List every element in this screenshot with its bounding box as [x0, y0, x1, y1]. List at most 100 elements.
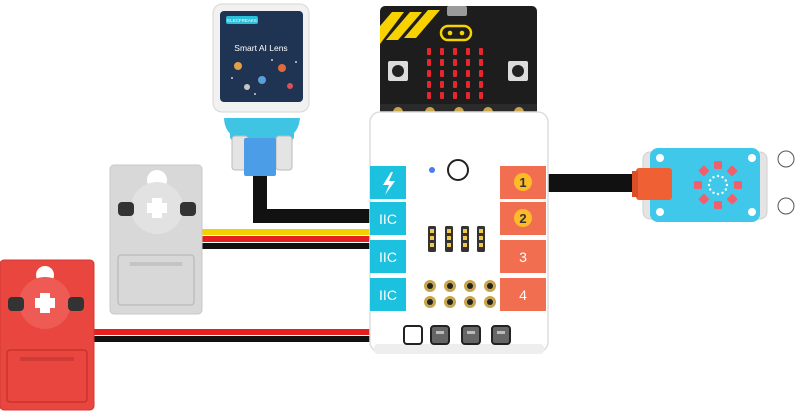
led-pixel	[440, 59, 444, 66]
ring-led	[727, 194, 738, 205]
motor-port-3[interactable]: 3	[500, 240, 546, 273]
motor-port-4[interactable]: 4	[500, 278, 546, 311]
cross-axle-icon	[35, 293, 55, 313]
cross-axle-icon	[147, 198, 167, 218]
gpio-pad-hole	[467, 283, 473, 289]
gpio-pad-hole	[427, 283, 433, 289]
iic-port-3-label: IIC	[379, 287, 397, 303]
red-servo	[0, 259, 95, 411]
led-pixel	[427, 92, 431, 99]
led-pixel	[453, 70, 457, 77]
ring-dot	[721, 176, 724, 179]
star-icon	[295, 61, 297, 63]
motor-port-1-label: 1	[519, 175, 526, 190]
power-port	[370, 166, 406, 199]
button-b[interactable]	[508, 61, 528, 81]
star-icon	[271, 59, 273, 61]
ring-mount-hole	[777, 150, 795, 168]
led-pixel	[453, 92, 457, 99]
star-icon	[231, 77, 233, 79]
reset-button[interactable]	[447, 159, 469, 181]
gpio-pad-hole	[487, 283, 493, 289]
board-stripes	[380, 10, 440, 44]
led-pixel	[427, 48, 431, 55]
motor-port-2[interactable]: 2	[500, 202, 546, 235]
led-pixel	[427, 81, 431, 88]
ring-dot	[725, 183, 729, 187]
touch-logo	[439, 24, 473, 42]
led-pixel	[453, 59, 457, 66]
iic-port-2[interactable]: IIC	[370, 240, 406, 273]
lens-brand-chip	[226, 16, 258, 24]
iic-port-3[interactable]: IIC	[370, 278, 406, 311]
gpio-pads	[424, 280, 496, 308]
ring-led	[694, 181, 702, 189]
planet-icon	[244, 84, 250, 90]
usb-port	[447, 6, 467, 16]
led-pixel	[440, 70, 444, 77]
iic-port-1[interactable]: IIC	[370, 202, 406, 235]
gpio-pad-hole	[427, 299, 433, 305]
led-pixel	[427, 59, 431, 66]
motor-port-4-label: 4	[519, 287, 527, 303]
button-a[interactable]	[388, 61, 408, 81]
ring-dot	[712, 191, 715, 194]
led-pixel	[466, 92, 470, 99]
lens-title: Smart AI Lens	[234, 43, 287, 53]
lens-brand-text: ELECFREAKS	[227, 18, 257, 23]
led-pixel	[466, 48, 470, 55]
ring-dot	[724, 179, 727, 182]
rgb-led-ring-module	[632, 148, 795, 222]
lens-iic-cable	[253, 176, 372, 223]
ring-led	[734, 181, 742, 189]
led-pixel	[479, 59, 483, 66]
motor-port-1[interactable]: 1	[500, 166, 546, 199]
led-pixel	[479, 70, 483, 77]
ring-dot	[712, 176, 715, 179]
led-pixel	[440, 48, 444, 55]
ring-dot	[721, 191, 724, 194]
ring-dot	[724, 188, 727, 191]
lightning-bolt-icon	[383, 172, 395, 195]
led-ring-cable	[545, 174, 641, 192]
star-icon	[254, 93, 256, 95]
motor-port-2-label: 2	[519, 211, 526, 226]
led-pixel	[479, 92, 483, 99]
led-pixel	[479, 81, 483, 88]
status-led	[429, 167, 435, 173]
grey-servo	[109, 164, 203, 315]
ring-led	[727, 165, 738, 176]
planet-icon	[234, 62, 242, 70]
led-ring	[694, 161, 742, 209]
planet-icon	[258, 76, 266, 84]
ring-led	[714, 201, 722, 209]
ring-led	[698, 194, 709, 205]
led-matrix	[427, 48, 483, 99]
ring-mount-hole	[777, 197, 795, 215]
ring-dot	[709, 179, 712, 182]
ring-dot	[716, 192, 720, 196]
lens-connector-plug	[244, 138, 276, 176]
gpio-pad-hole	[487, 299, 493, 305]
gpio-pad-hole	[447, 283, 453, 289]
smart-ai-lens: ELECFREAKS Smart AI Lens	[212, 3, 310, 176]
ring-dot	[707, 183, 711, 187]
led-pixel	[453, 81, 457, 88]
planet-icon	[287, 83, 293, 89]
ring-led	[698, 165, 709, 176]
led-pixel	[453, 48, 457, 55]
servo-header	[428, 226, 485, 252]
ring-led	[714, 161, 722, 169]
ring-dot	[709, 188, 712, 191]
motor-port-3-label: 3	[519, 249, 527, 265]
iic-port-1-label: IIC	[379, 211, 397, 227]
led-pixel	[466, 81, 470, 88]
lens-screen	[220, 11, 303, 102]
expansion-board: IIC IIC IIC 1 2 3 4	[369, 111, 549, 354]
led-pixel	[466, 59, 470, 66]
bottom-connectors	[403, 325, 511, 345]
led-pixel	[427, 70, 431, 77]
wires	[94, 174, 641, 342]
